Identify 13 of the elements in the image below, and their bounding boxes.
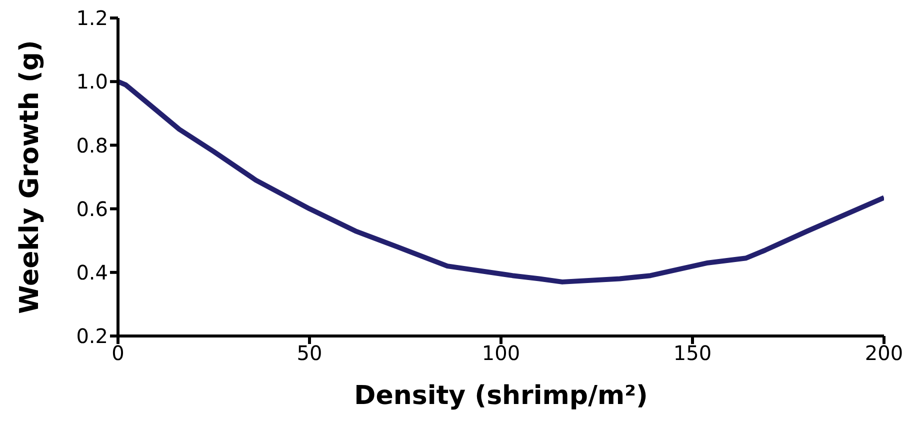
y-tick-label: 0.8	[76, 133, 108, 158]
y-tick-label: 0.6	[76, 196, 108, 221]
y-tick-label: 0.2	[76, 324, 108, 348]
y-tick-label: 1.0	[76, 70, 108, 94]
x-tick-label: 0	[112, 341, 124, 366]
x-tick-label: 50	[296, 341, 322, 366]
x-tick-label: 200	[864, 341, 904, 366]
y-axis-title: Weekly Growth (g)	[15, 40, 45, 314]
y-tick-label: 1.2	[76, 6, 108, 30]
y-tick-label: 0.4	[76, 260, 108, 284]
x-tick-label: 150	[673, 341, 712, 366]
x-axis-title: Density (shrimp/m²)	[354, 381, 648, 411]
x-tick-label: 100	[482, 341, 520, 366]
